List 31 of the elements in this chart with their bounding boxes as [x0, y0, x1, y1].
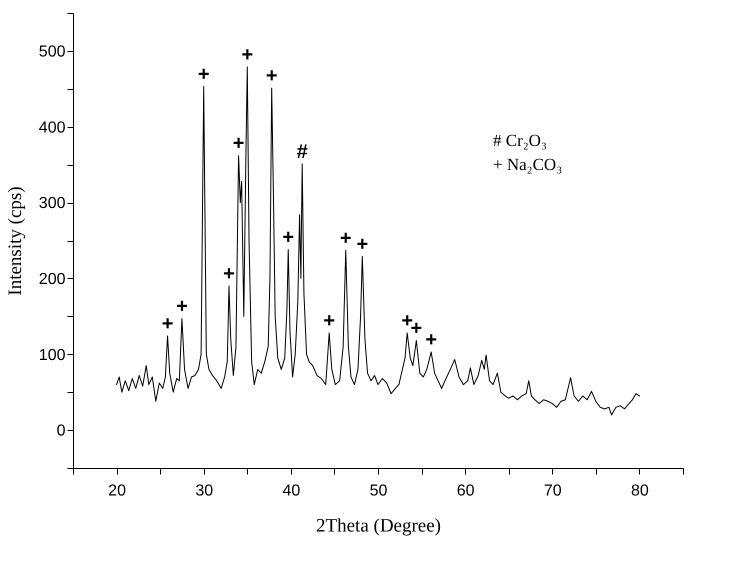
annotation: + [223, 263, 235, 285]
annotation: + [340, 227, 352, 250]
line-series [116, 66, 640, 416]
annotation: + Na₂CO₃ [493, 155, 562, 174]
annotation: + [198, 64, 210, 86]
annotation: # [296, 140, 308, 163]
x-tick-label: 80 [631, 482, 649, 500]
y-axis-title: Intensity (cps) [4, 186, 26, 296]
y-tick-label: 500 [38, 43, 66, 60]
y-tick-label: 300 [38, 195, 66, 212]
x-tick-label: 50 [370, 482, 388, 500]
x-tick-label: 60 [456, 482, 475, 500]
x-tick-label: 40 [282, 482, 300, 500]
y-tick-label: 0 [56, 422, 66, 440]
y-tick-label: 200 [38, 270, 66, 288]
y-tick-label: 100 [38, 346, 66, 364]
annotation: + [266, 65, 278, 88]
y-tick-label: 400 [38, 119, 66, 136]
x-tick-label: 70 [544, 482, 562, 500]
x-axis-title: 2Theta (Degree) [316, 516, 442, 536]
annotation: + [232, 132, 244, 155]
annotation: + [356, 233, 368, 256]
x-tick-label: 20 [108, 482, 126, 500]
annotation: + [282, 226, 294, 249]
annotation: + [176, 296, 188, 318]
annotation: + [241, 44, 254, 66]
annotation: + [162, 313, 174, 336]
annotation: # Cr₂O₃ [493, 131, 547, 150]
annotation: + [323, 310, 336, 332]
annotation: + [425, 328, 437, 351]
x-tick-label: 30 [195, 482, 214, 500]
